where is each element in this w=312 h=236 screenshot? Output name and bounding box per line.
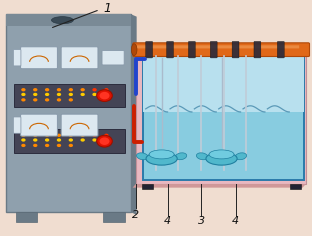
Circle shape [45,144,49,147]
Circle shape [80,138,85,142]
Circle shape [57,144,61,147]
Circle shape [104,93,109,96]
FancyBboxPatch shape [143,57,305,112]
FancyBboxPatch shape [61,114,98,136]
Text: 3: 3 [198,216,205,226]
Circle shape [45,93,49,96]
FancyBboxPatch shape [21,47,57,69]
FancyBboxPatch shape [143,57,305,180]
Circle shape [97,90,112,101]
FancyBboxPatch shape [13,50,21,66]
Circle shape [92,93,97,96]
Circle shape [33,98,37,101]
Circle shape [33,93,37,96]
FancyBboxPatch shape [6,14,131,26]
Text: 2: 2 [132,210,139,220]
FancyBboxPatch shape [14,84,125,107]
Text: 4: 4 [163,216,170,226]
Circle shape [57,88,61,91]
FancyBboxPatch shape [13,117,21,133]
Ellipse shape [131,44,137,55]
Ellipse shape [175,153,187,160]
Circle shape [69,138,73,142]
FancyBboxPatch shape [61,47,98,69]
Circle shape [57,98,61,101]
Circle shape [92,88,97,91]
Circle shape [33,134,37,137]
Circle shape [69,88,73,91]
Circle shape [57,134,61,137]
Circle shape [57,93,61,96]
Polygon shape [133,184,306,188]
Circle shape [100,92,110,99]
Circle shape [33,138,37,142]
FancyBboxPatch shape [188,41,195,58]
Circle shape [104,88,109,91]
Circle shape [21,88,26,91]
Circle shape [80,134,85,137]
Circle shape [104,134,109,137]
Circle shape [21,134,26,137]
Circle shape [33,144,37,147]
Circle shape [92,134,97,137]
Text: 4: 4 [232,216,239,226]
Circle shape [100,137,110,145]
FancyBboxPatch shape [137,45,299,48]
Circle shape [21,144,26,147]
FancyBboxPatch shape [232,41,239,58]
FancyBboxPatch shape [142,184,153,189]
Text: 1: 1 [103,2,111,15]
FancyBboxPatch shape [103,212,125,222]
FancyBboxPatch shape [16,212,37,222]
FancyBboxPatch shape [254,41,261,58]
Circle shape [33,88,37,91]
Circle shape [45,98,49,101]
Circle shape [69,144,73,147]
FancyBboxPatch shape [0,208,312,236]
Circle shape [45,134,49,137]
FancyBboxPatch shape [210,41,217,58]
FancyBboxPatch shape [167,41,173,58]
Circle shape [57,138,61,142]
FancyBboxPatch shape [21,114,57,136]
FancyBboxPatch shape [277,41,284,58]
Circle shape [97,135,112,147]
Ellipse shape [235,153,246,160]
Ellipse shape [137,153,148,160]
Circle shape [45,88,49,91]
Ellipse shape [51,17,73,24]
Ellipse shape [146,152,177,165]
Ellipse shape [206,152,237,165]
FancyBboxPatch shape [133,43,310,56]
Circle shape [21,138,26,142]
FancyBboxPatch shape [146,41,153,58]
Circle shape [45,138,49,142]
FancyBboxPatch shape [136,52,306,184]
Circle shape [69,98,73,101]
FancyBboxPatch shape [290,184,301,189]
FancyBboxPatch shape [6,14,131,212]
Circle shape [21,93,26,96]
FancyBboxPatch shape [102,51,124,65]
FancyBboxPatch shape [14,129,125,153]
Circle shape [92,138,97,142]
Circle shape [104,138,109,142]
Circle shape [69,134,73,137]
Circle shape [21,98,26,101]
Polygon shape [131,14,137,215]
Ellipse shape [209,150,234,159]
Circle shape [80,88,85,91]
Circle shape [69,93,73,96]
Ellipse shape [197,153,208,160]
Ellipse shape [149,150,174,159]
Circle shape [80,93,85,96]
